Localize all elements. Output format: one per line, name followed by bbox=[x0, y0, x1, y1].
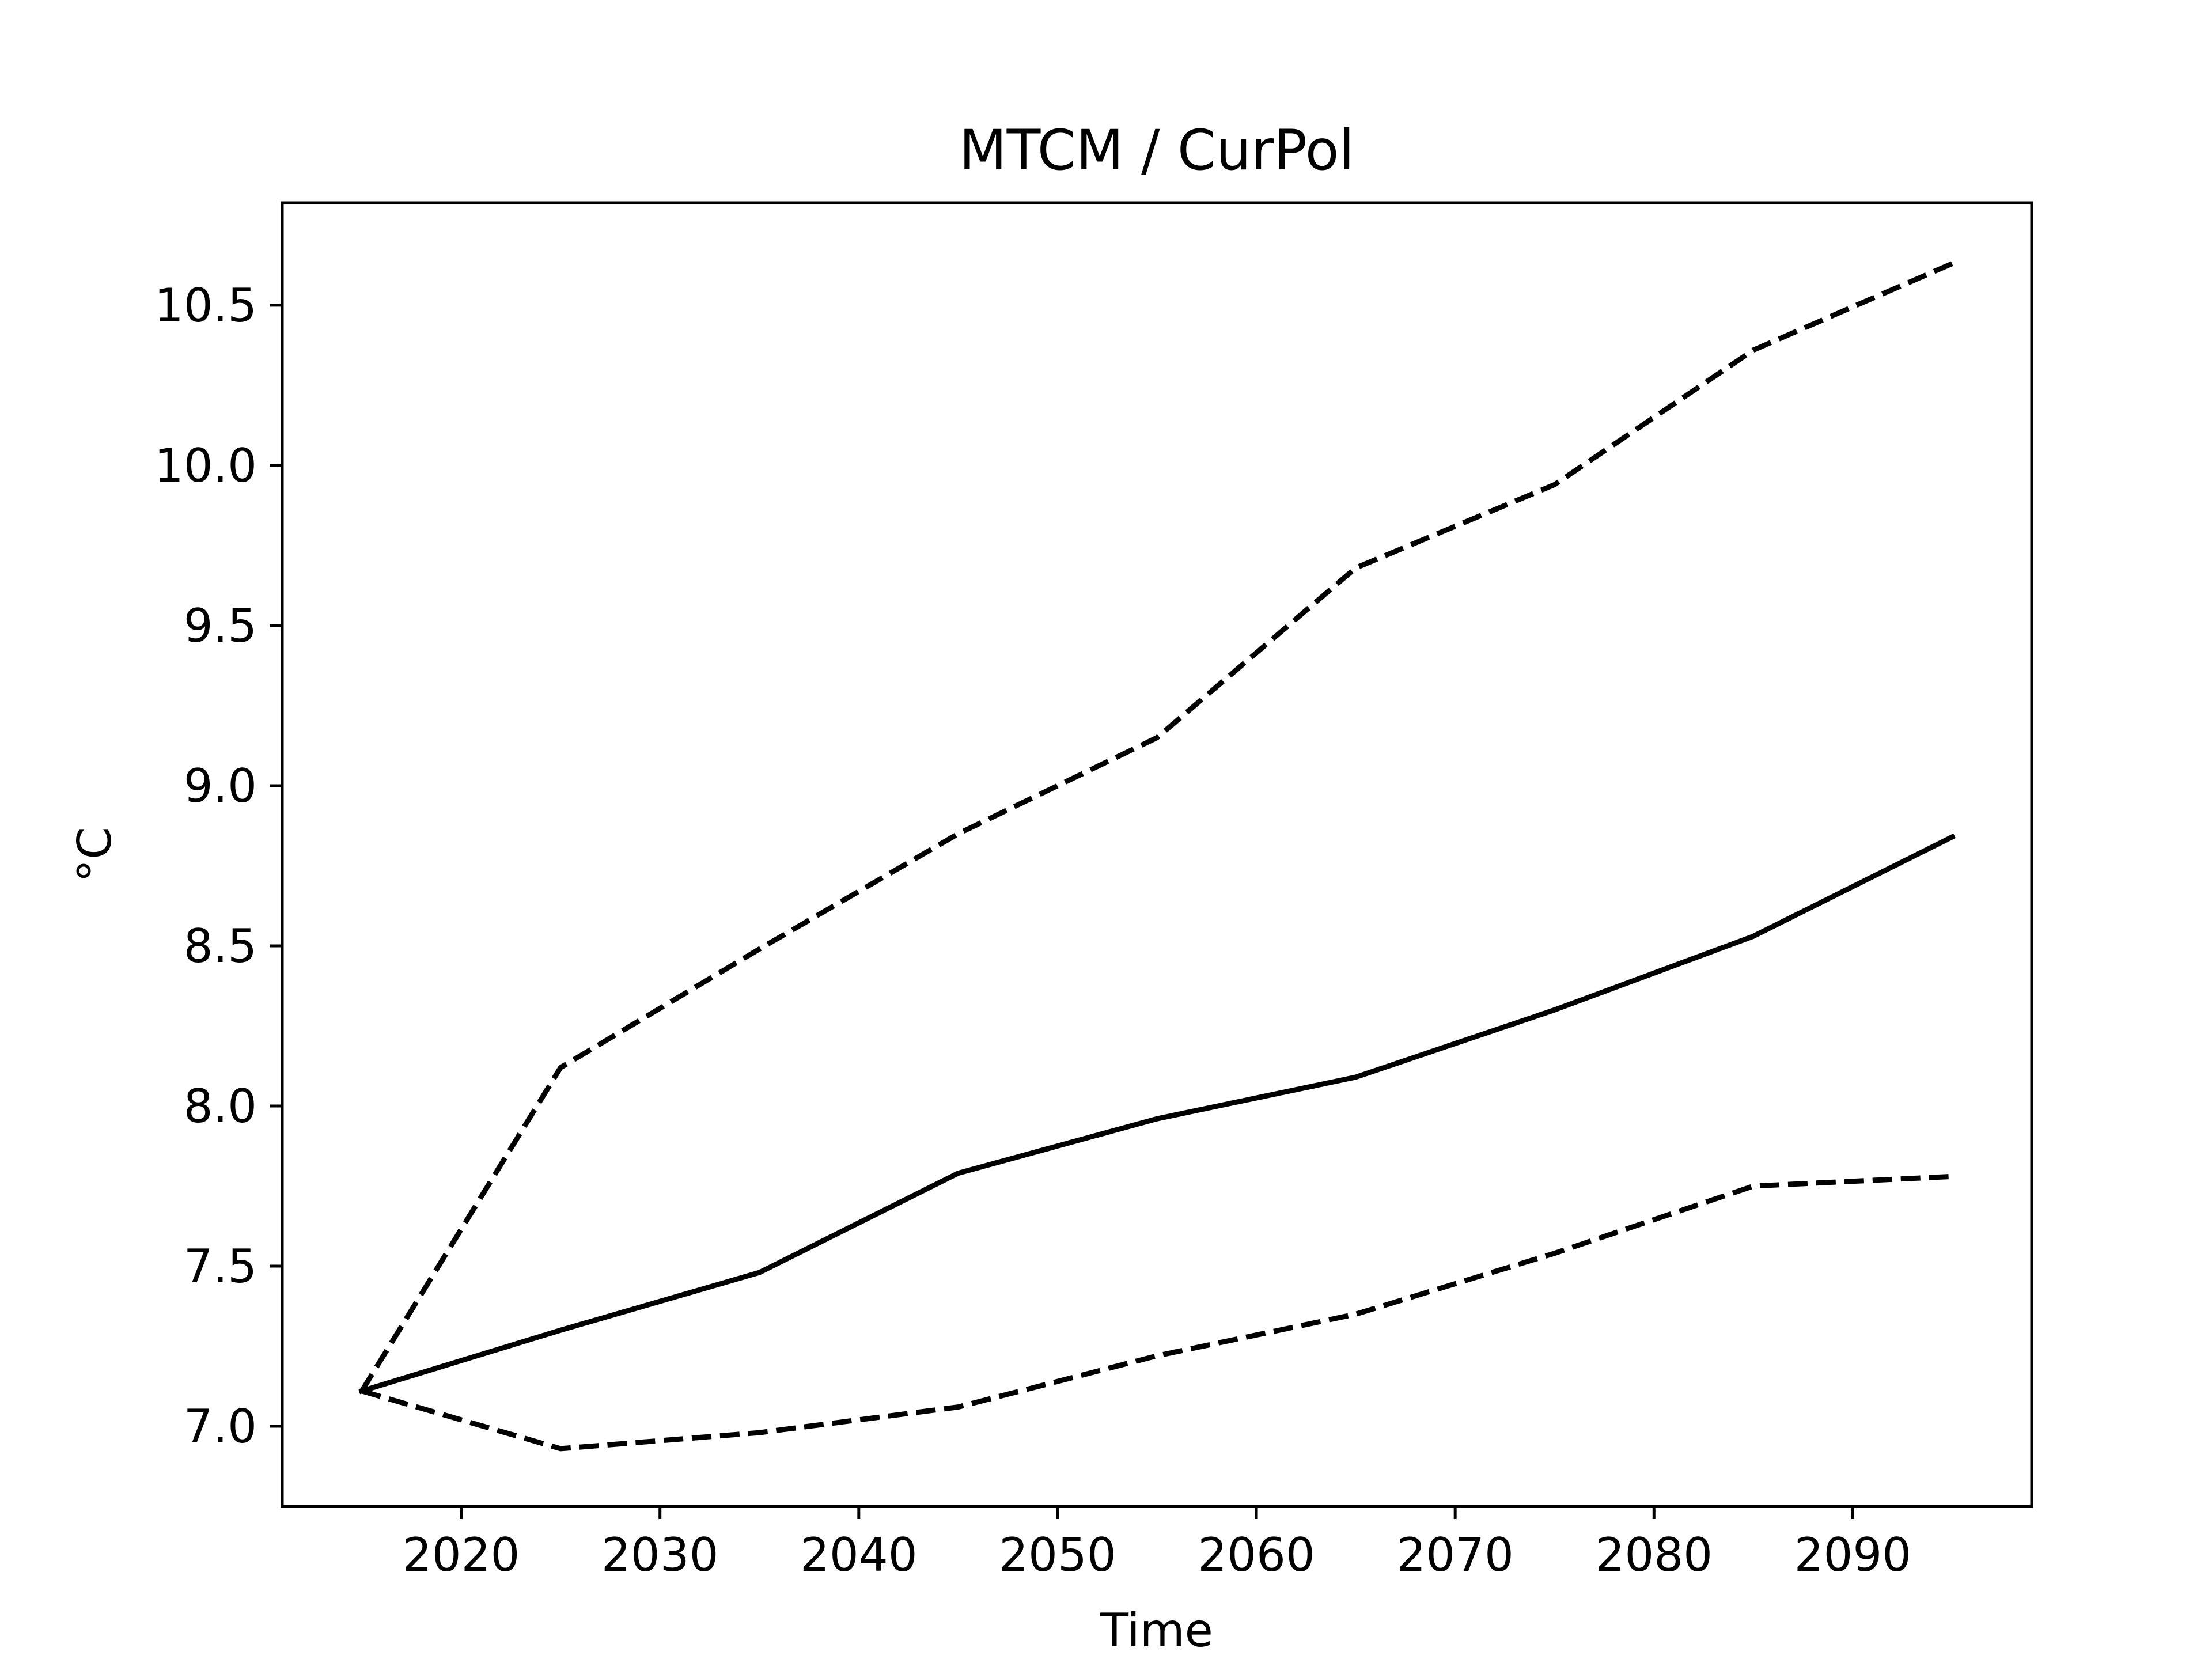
y-tick-label: 10.5 bbox=[154, 279, 257, 332]
x-tick-label: 2030 bbox=[601, 1528, 719, 1582]
y-tick-label: 7.5 bbox=[184, 1240, 257, 1293]
y-axis: 7.0 7.5 8.0 8.5 9.0 9.5 10.0 10.5 bbox=[154, 279, 282, 1453]
series-line-2 bbox=[358, 833, 1956, 1395]
plot-frame bbox=[281, 201, 2033, 1508]
x-tick-label: 2040 bbox=[800, 1528, 918, 1582]
y-axis-label: °C bbox=[68, 827, 122, 882]
x-tick-label: 2050 bbox=[999, 1528, 1116, 1582]
x-tick-label: 2060 bbox=[1198, 1528, 1315, 1582]
series-line-3 bbox=[361, 1173, 1953, 1452]
plot-area bbox=[358, 261, 1956, 1452]
series-line-1 bbox=[359, 261, 1953, 1393]
x-tick-label: 2020 bbox=[403, 1528, 520, 1582]
chart-title: MTCM / CurPol bbox=[959, 118, 1354, 183]
x-axis-label: Time bbox=[1100, 1604, 1213, 1657]
y-tick-label: 9.5 bbox=[184, 599, 257, 653]
x-tick-label: 2080 bbox=[1595, 1528, 1713, 1582]
y-tick-label: 7.0 bbox=[184, 1400, 257, 1453]
y-tick-label: 10.0 bbox=[154, 439, 257, 493]
y-tick-label: 9.0 bbox=[184, 759, 257, 813]
y-tick-label: 8.5 bbox=[184, 919, 257, 973]
x-axis: 2020 2030 2040 2050 2060 2070 2080 2090 bbox=[403, 1506, 1911, 1582]
x-tick-label: 2090 bbox=[1794, 1528, 1912, 1582]
y-tick-label: 8.0 bbox=[184, 1080, 257, 1133]
x-tick-label: 2070 bbox=[1396, 1528, 1514, 1582]
